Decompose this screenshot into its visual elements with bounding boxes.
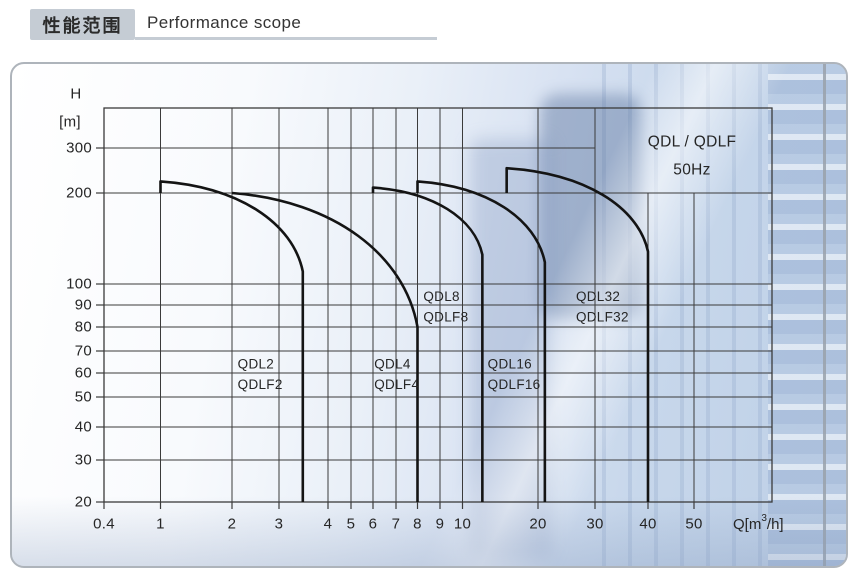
background-photo-column <box>470 139 552 559</box>
background-photo-struts <box>602 64 777 566</box>
background-photo-machine <box>540 94 642 319</box>
background-photo-frame-bar <box>823 64 826 566</box>
section-title-en: Performance scope <box>147 13 302 32</box>
section-title-zh: 性能范围 <box>42 15 123 36</box>
background-photo-sheen <box>392 64 846 566</box>
chart-panel <box>10 62 848 568</box>
background-photo-pipes <box>768 64 846 566</box>
header-underline <box>135 37 437 40</box>
section-title-zh-badge: 性能范围 <box>30 9 135 40</box>
background-photo-floor <box>12 496 846 566</box>
